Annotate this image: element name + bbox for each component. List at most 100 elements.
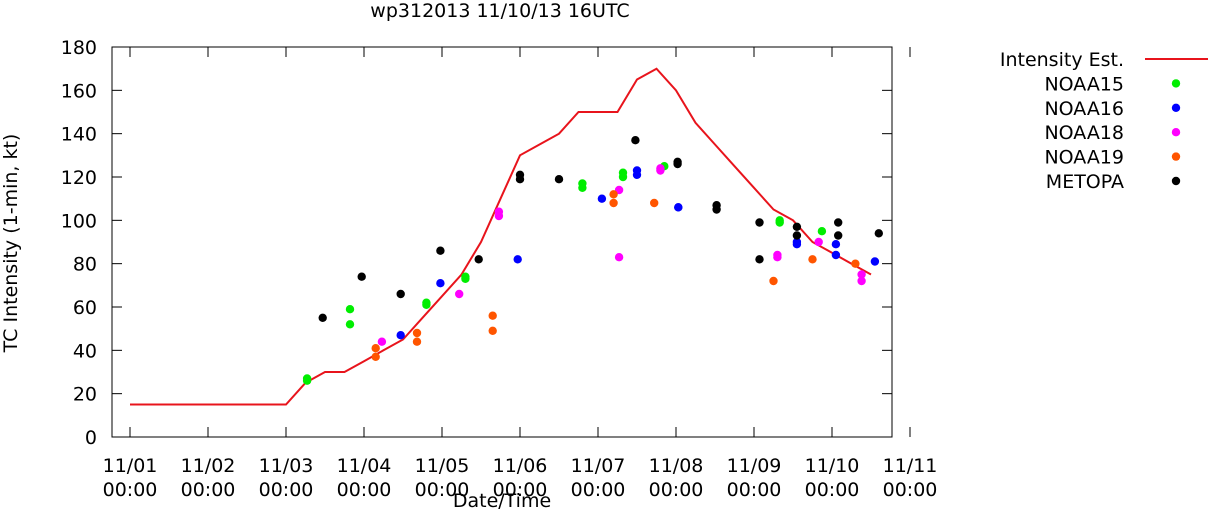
legend-label-metopa: METOPA: [1046, 171, 1124, 193]
noaa15-point: [618, 168, 628, 177]
noaa19-point: [412, 328, 422, 338]
plot-frame: [111, 46, 893, 438]
noaa15-point: [345, 305, 355, 314]
metopa-point: [673, 157, 682, 166]
metopa-point: [755, 255, 764, 264]
x-tick-time: 00:00: [727, 479, 782, 501]
noaa19-point: [609, 190, 618, 199]
metopa-point: [554, 175, 564, 184]
metopa-point: [436, 246, 445, 255]
x-tick-date: 11/04: [337, 455, 392, 477]
noaa19-point: [650, 198, 659, 208]
noaa15-point: [461, 272, 470, 281]
noaa15-point: [345, 320, 355, 329]
series-noaa15: [302, 162, 827, 385]
legend-swatch-noaa16: [1171, 103, 1181, 113]
x-tick-time: 00:00: [103, 479, 158, 501]
y-axis-label: TC Intensity (1-min, kt): [0, 134, 22, 354]
legend-swatch-noaa18: [1171, 128, 1181, 137]
noaa16-point: [870, 257, 880, 266]
metopa-point: [396, 289, 405, 299]
noaa15-point: [817, 227, 827, 236]
x-tick-date: 11/05: [415, 455, 470, 477]
chart-title: wp312013 11/10/13 16UTC: [370, 0, 629, 22]
noaa16-point: [792, 237, 802, 247]
series-layer: [130, 67, 883, 406]
noaa19-point: [769, 276, 778, 286]
x-tick-date: 11/02: [181, 455, 236, 477]
noaa18-point: [494, 207, 504, 216]
noaa18-point: [656, 164, 665, 173]
legend-label-noaa18: NOAA18: [1044, 122, 1124, 144]
x-tick-time: 00:00: [649, 479, 704, 501]
series-metopa: [318, 136, 883, 322]
noaa16-point: [396, 331, 405, 340]
x-tick-time: 00:00: [259, 479, 314, 501]
metopa-point: [515, 170, 525, 179]
y-tick-label: 100: [61, 210, 97, 232]
noaa19-point: [808, 255, 817, 264]
noaa16-point: [831, 240, 841, 249]
metopa-point: [318, 313, 327, 322]
noaa19-point: [851, 259, 860, 268]
metopa-point: [357, 272, 366, 281]
x-tick-time: 00:00: [415, 479, 470, 501]
noaa16-point: [513, 255, 522, 264]
noaa19-point: [488, 311, 497, 320]
metopa-point: [631, 136, 640, 145]
noaa15-point: [422, 298, 431, 307]
metopa-point: [834, 231, 843, 240]
noaa15-point: [775, 216, 784, 225]
y-tick-label: 20: [73, 384, 97, 406]
x-tick-labels: 11/0100:0011/0200:0011/0300:0011/0400:00…: [103, 455, 938, 501]
x-tick-time: 00:00: [493, 479, 548, 501]
x-axis-label: Date/Time: [453, 490, 551, 509]
noaa19-point: [412, 337, 422, 346]
noaa18-point: [773, 250, 782, 260]
legend-label-noaa15: NOAA15: [1044, 73, 1124, 95]
metopa-point: [874, 229, 883, 238]
x-tick-date: 11/10: [805, 455, 860, 477]
noaa16-point: [674, 203, 683, 212]
y-tick-labels: 0 20 40 60 80 100 120 140 160 180: [61, 37, 97, 449]
noaa15-point: [302, 374, 312, 383]
noaa18-point: [857, 270, 866, 279]
intensity-line: [130, 67, 872, 406]
x-tick-date: 11/07: [571, 455, 626, 477]
noaa18-point: [614, 253, 624, 262]
x-tick-date: 11/03: [259, 455, 314, 477]
noaa16-point: [831, 250, 841, 260]
x-tick-date: 11/06: [493, 455, 548, 477]
noaa15-point: [578, 179, 587, 188]
x-tick-date: 11/11: [883, 455, 938, 477]
legend-swatch-noaa15: [1171, 79, 1181, 88]
noaa19-point: [371, 344, 380, 353]
y-tick-label: 0: [85, 427, 97, 449]
x-tick-date: 11/09: [727, 455, 782, 477]
y-tick-label: 160: [61, 80, 97, 102]
legend-label-noaa19: NOAA19: [1044, 147, 1124, 169]
metopa-point: [755, 218, 764, 227]
series-intensity-est: [130, 67, 872, 406]
x-tick-date: 11/01: [103, 455, 158, 477]
noaa19-point: [371, 352, 380, 361]
metopa-point: [792, 222, 802, 231]
x-tick-date: 11/08: [649, 455, 704, 477]
y-tick-label: 80: [73, 254, 97, 276]
x-tick-time: 00:00: [805, 479, 860, 501]
noaa16-point: [597, 194, 607, 203]
y-tick-label: 60: [73, 297, 97, 319]
noaa18-point: [455, 289, 464, 299]
legend-label-noaa16: NOAA16: [1044, 98, 1124, 120]
series-noaa19: [371, 190, 860, 361]
y-tick-label: 120: [61, 167, 97, 189]
noaa18-point: [377, 337, 387, 346]
metopa-point: [712, 201, 721, 210]
series-noaa18: [377, 164, 866, 346]
metopa-point: [792, 231, 802, 240]
noaa16-point: [632, 166, 642, 175]
y-tick-label: 40: [73, 340, 97, 362]
x-tick-time: 00:00: [883, 479, 938, 501]
